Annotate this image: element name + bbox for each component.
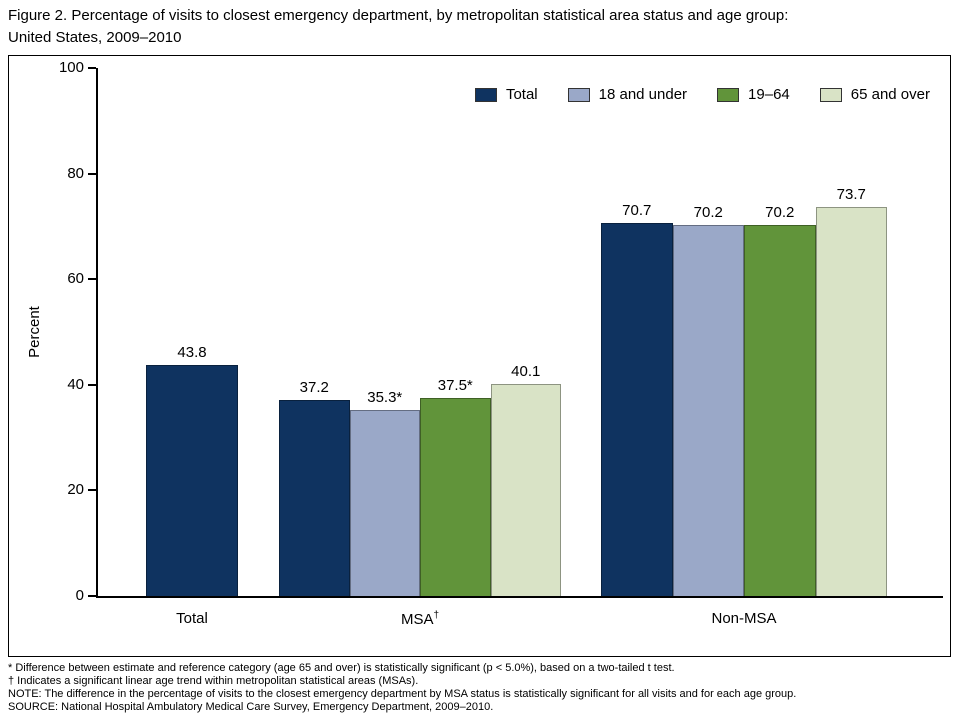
y-tick-mark bbox=[88, 278, 96, 281]
figure-title-line1: Figure 2. Percentage of visits to closes… bbox=[8, 7, 789, 24]
bar-value-label: 35.3* bbox=[367, 388, 403, 406]
footnote-source: SOURCE: National Hospital Ambulatory Med… bbox=[8, 701, 494, 713]
legend-label: 65 and over bbox=[850, 86, 930, 103]
bar-value-label: 73.7 bbox=[836, 185, 866, 203]
legend-swatch bbox=[717, 87, 740, 102]
legend-swatch bbox=[474, 87, 497, 102]
figure-title: Figure 2. Percentage of visits to closes… bbox=[8, 5, 952, 49]
y-tick-label: 0 bbox=[75, 587, 84, 604]
footnote-note: NOTE: The difference in the percentage o… bbox=[8, 688, 797, 700]
bar: 37.5* bbox=[420, 377, 491, 596]
legend-swatch bbox=[819, 87, 842, 102]
legend-item: Total bbox=[474, 86, 538, 103]
bars-layer: 43.8 37.2 35.3* 37.5* 40.1 70.7 70.2 70.2 73.7 bbox=[98, 68, 943, 596]
chart-box: Percent Total 18 and under 19–64 65 and ove… bbox=[8, 55, 951, 657]
bar: 40.1 bbox=[490, 363, 561, 596]
bar-value-label: 37.2 bbox=[299, 378, 329, 396]
legend: Total 18 and under 19–64 65 and over bbox=[474, 86, 930, 103]
y-tick-mark bbox=[88, 489, 96, 492]
y-tick-label: 80 bbox=[67, 164, 84, 182]
bar-group-non-msa: 70.7 70.2 70.2 73.7 bbox=[601, 68, 887, 596]
y-tick-label: 100 bbox=[58, 59, 84, 76]
bar-value-label: 70.7 bbox=[622, 201, 652, 219]
bar: 43.8 bbox=[146, 344, 238, 596]
bar: 70.2 bbox=[672, 204, 744, 596]
x-axis-label: Total bbox=[176, 610, 208, 627]
bar-value-label: 40.1 bbox=[511, 363, 541, 381]
y-tick-label: 60 bbox=[67, 270, 84, 288]
legend-item: 19–64 bbox=[717, 86, 790, 103]
y-tick-mark bbox=[88, 172, 96, 175]
legend-item: 18 and under bbox=[567, 86, 688, 103]
bar: 37.2 bbox=[279, 379, 350, 596]
plot-area: 0 20 40 60 80 100 43.8 37.2 35.3* 37.5* 40.1 70.7 7… bbox=[59, 59, 943, 628]
bar-value-label: 37.5* bbox=[437, 377, 473, 394]
y-tick-label: 40 bbox=[67, 375, 84, 393]
y-axis-title: Percent bbox=[26, 306, 43, 358]
legend-label: 18 and under bbox=[598, 86, 688, 103]
legend-swatch bbox=[567, 87, 590, 102]
bar-group-msa: 37.2 35.3* 37.5* 40.1 bbox=[279, 68, 561, 596]
legend-label: Total bbox=[505, 86, 538, 103]
bar: 35.3* bbox=[349, 389, 420, 596]
bar: 70.2 bbox=[744, 204, 816, 596]
bar: 73.7 bbox=[815, 186, 887, 596]
x-axis-label: Non-MSA bbox=[711, 610, 777, 627]
bar-value-label: 70.2 bbox=[693, 204, 723, 222]
x-axis-label: MSA† bbox=[400, 610, 440, 628]
y-tick-mark bbox=[88, 595, 96, 597]
y-tick-label: 20 bbox=[67, 481, 84, 499]
y-tick-mark bbox=[88, 67, 96, 69]
footnote-dagger: † Indicates a significant linear age tre… bbox=[8, 675, 419, 687]
legend-label: 19–64 bbox=[748, 86, 790, 103]
figure-title-line2: United States, 2009–2010 bbox=[8, 29, 182, 46]
legend-item: 65 and over bbox=[819, 86, 930, 103]
bar: 70.7 bbox=[601, 202, 673, 596]
bar-group-total: 43.8 bbox=[146, 68, 238, 596]
footnote-significance: * Difference between estimate and refere… bbox=[8, 662, 675, 674]
y-axis-ticks: 0 20 40 60 80 100 bbox=[59, 59, 943, 604]
y-tick-mark bbox=[88, 383, 96, 386]
footnotes: * Difference between estimate and refere… bbox=[8, 662, 952, 714]
bar-value-label: 70.2 bbox=[765, 204, 795, 222]
bar-value-label: 43.8 bbox=[177, 343, 207, 361]
